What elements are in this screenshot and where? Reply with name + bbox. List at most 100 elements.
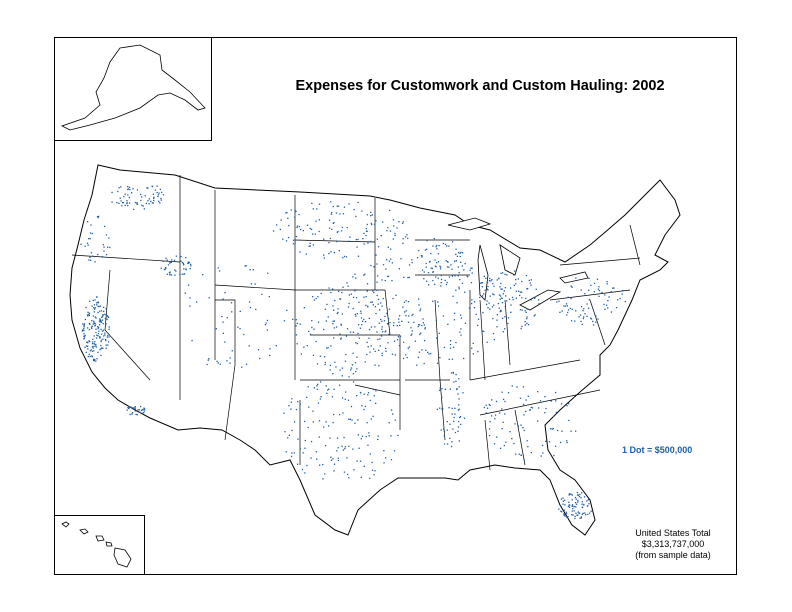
expense-dot [222, 332, 224, 334]
expense-dot [357, 201, 359, 204]
expense-dot [437, 305, 440, 307]
expense-dot [293, 452, 295, 454]
expense-dot [208, 297, 210, 299]
expense-dot [432, 300, 434, 302]
expense-dot [315, 340, 317, 343]
expense-dot [459, 416, 462, 418]
expense-dot [371, 214, 373, 216]
expense-dot [357, 419, 359, 421]
expense-dot [582, 317, 584, 320]
expense-dot [382, 297, 384, 300]
expense-dot [477, 324, 479, 327]
expense-dot [159, 188, 161, 190]
expense-dot [295, 408, 298, 411]
expense-dot [397, 336, 399, 338]
expense-dot [367, 444, 369, 446]
expense-dot [312, 208, 314, 210]
expense-dot [563, 509, 566, 511]
expense-dot [586, 315, 588, 317]
expense-dot [584, 313, 586, 315]
expense-dot [372, 388, 374, 391]
expense-dot [453, 416, 455, 419]
expense-dot [254, 283, 256, 285]
expense-dot [403, 341, 405, 343]
expense-dot [567, 296, 569, 298]
expense-dot [461, 282, 464, 284]
expense-dot [541, 444, 544, 447]
expense-dot [360, 438, 362, 440]
expense-dot [498, 294, 501, 296]
expense-dot [577, 514, 579, 516]
expense-dot [540, 455, 542, 457]
expense-dot [332, 458, 334, 460]
expense-dot [312, 233, 314, 235]
expense-dot [189, 268, 191, 270]
expense-dot [347, 285, 349, 287]
expense-dot [481, 286, 483, 288]
expense-dot [91, 305, 93, 307]
expense-dot [369, 477, 371, 479]
total-note: (from sample data) [635, 550, 711, 560]
expense-dot [320, 396, 322, 398]
expense-dot [499, 310, 501, 313]
expense-dot [444, 388, 447, 390]
expense-dot [460, 328, 462, 330]
expense-dot [140, 193, 142, 196]
expense-dot [456, 302, 458, 304]
expense-dot [434, 283, 436, 286]
expense-dot [292, 239, 295, 241]
expense-dot [495, 400, 498, 403]
expense-dot [464, 322, 467, 324]
expense-dot [566, 305, 568, 307]
expense-dot [383, 450, 385, 452]
expense-dot [393, 322, 395, 324]
expense-dot [472, 353, 474, 355]
expense-dot [309, 245, 311, 247]
expense-dot [366, 353, 368, 356]
expense-dot [86, 314, 89, 316]
expense-dot [102, 314, 104, 316]
expense-dot [436, 362, 439, 364]
expense-dot [391, 262, 393, 264]
expense-dot [93, 320, 95, 322]
expense-dot [312, 244, 315, 246]
expense-dot [399, 335, 402, 338]
expense-dot [369, 351, 371, 353]
expense-dot [100, 340, 102, 343]
expense-dot [440, 266, 442, 268]
expense-dot [174, 269, 176, 271]
expense-dot [294, 216, 296, 218]
expense-dot [332, 205, 334, 208]
expense-dot [580, 497, 582, 499]
expense-dot [239, 310, 241, 312]
expense-dot [358, 447, 360, 449]
expense-dot [570, 320, 573, 322]
expense-dot [103, 310, 105, 313]
expense-dot [134, 407, 136, 409]
expense-dot [564, 499, 566, 501]
expense-dot [390, 409, 393, 411]
expense-dot [499, 298, 501, 300]
expense-dot [342, 257, 344, 259]
expense-dot [574, 515, 576, 517]
expense-dot [590, 510, 592, 512]
expense-dot [497, 302, 499, 305]
expense-dot [257, 349, 260, 351]
expense-dot [92, 341, 94, 343]
expense-dot [526, 288, 528, 290]
expense-dot [165, 267, 167, 269]
expense-dot [282, 238, 284, 240]
expense-dot [420, 255, 422, 257]
expense-dot [363, 408, 365, 411]
expense-dot [318, 420, 321, 422]
expense-dot [359, 327, 362, 329]
expense-dot [347, 473, 349, 476]
alaska-outline [60, 44, 206, 131]
expense-dot [266, 319, 269, 322]
expense-dot [613, 287, 615, 289]
expense-dot [332, 305, 334, 307]
expense-dot [153, 199, 155, 202]
expense-dot [357, 238, 359, 241]
expense-dot [451, 275, 454, 277]
expense-dot [610, 291, 612, 293]
